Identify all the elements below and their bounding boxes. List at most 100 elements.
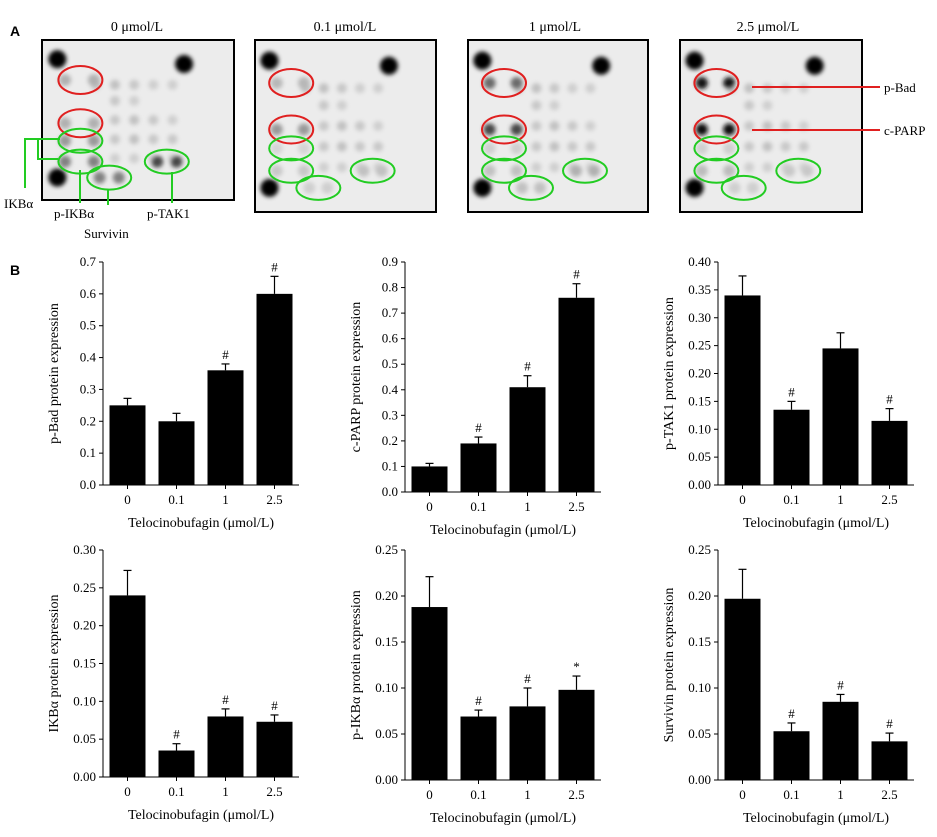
blot-spot	[728, 181, 741, 194]
blot-spot	[473, 178, 492, 197]
blot-spot	[483, 123, 496, 136]
downregulated-marker-ellipse	[57, 127, 104, 154]
y-tick-label: 0.15	[688, 634, 711, 649]
blot-spot	[531, 83, 542, 94]
x-tick-label: 1	[524, 787, 531, 802]
blot-spot	[798, 121, 809, 131]
blot-spot	[516, 181, 528, 194]
blot-spot	[549, 121, 560, 131]
significance-mark: #	[886, 392, 893, 407]
y-tick-label: 0.05	[73, 731, 96, 746]
blot-spot	[762, 83, 773, 94]
x-tick-label: 0	[739, 787, 746, 802]
blot-spot	[321, 181, 334, 194]
label-p-tak1: p-TAK1	[147, 206, 190, 221]
blot-spot	[762, 162, 773, 173]
y-tick-label: 0.2	[80, 413, 96, 428]
blot-spot	[585, 121, 596, 131]
bar-charts: 0.0 0.1 0.2 0.3 0.4 0.5 0.6 0.7 0 0.1 #1 #2.5 Teloci…	[47, 254, 914, 826]
blot-spot	[129, 95, 140, 106]
blot-spot	[531, 121, 542, 131]
blot-spot	[109, 134, 120, 145]
blot-spot	[685, 178, 704, 197]
blot-spot	[148, 115, 159, 125]
y-tick-label: 0.1	[382, 458, 398, 473]
y-tick-label: 0.00	[688, 477, 711, 492]
downregulated-marker-ellipse	[349, 157, 396, 184]
blot-title-0: 0 μmol/L	[111, 20, 163, 35]
blot-spot	[336, 141, 347, 152]
y-tick-label: 0.10	[688, 421, 711, 436]
blot-spot	[297, 142, 310, 155]
bar-0	[411, 466, 448, 492]
y-tick-label: 0.30	[73, 542, 96, 557]
significance-mark: #	[788, 706, 795, 721]
label-survivin: Survivin	[84, 226, 129, 241]
y-tick-label: 0.15	[375, 634, 398, 649]
significance-mark: #	[222, 692, 229, 707]
blot-spot	[48, 50, 67, 69]
significance-mark: #	[173, 727, 180, 742]
blot-spot	[801, 164, 814, 177]
bar-1	[509, 387, 546, 492]
blot-spot	[798, 83, 809, 94]
downregulated-marker-ellipse	[481, 135, 527, 162]
blot-spot	[510, 142, 523, 155]
y-tick-label: 0.4	[80, 350, 97, 365]
blot-spot	[109, 115, 120, 125]
y-axis-label: c-PARP protein expression	[349, 302, 364, 453]
blot-spot	[303, 181, 316, 194]
label-c-parp: c-PARP	[884, 123, 925, 138]
blot-spot	[783, 164, 796, 177]
blot-spot	[148, 79, 159, 90]
y-axis-label: p-IKBα protein expression	[349, 590, 364, 740]
blot-spot	[260, 178, 279, 197]
blot-spot	[588, 164, 600, 177]
blot-spot	[151, 155, 164, 168]
callout-lines-left	[24, 138, 173, 205]
chart-4: 0.00 0.05 0.10 0.15 0.20 0.25 0 #0.1 #1 * 2.5 Teloc…	[349, 542, 601, 826]
blot-title-2.5: 2.5 μmol/L	[737, 20, 800, 35]
x-tick-label: 0.1	[783, 492, 799, 507]
blot-spot	[112, 171, 125, 184]
blot-spot	[167, 134, 178, 145]
blot-spot	[723, 77, 736, 89]
y-tick-label: 0.30	[688, 310, 711, 325]
blot-spot	[695, 142, 708, 155]
y-tick-label: 0.7	[80, 254, 97, 269]
blot-spot	[549, 83, 560, 94]
y-tick-label: 0.10	[688, 680, 711, 695]
x-tick-label: 1	[222, 784, 229, 799]
blot-spot	[87, 117, 100, 130]
blot-spot	[87, 155, 100, 168]
bar-1	[822, 348, 859, 485]
blot-spot	[297, 77, 310, 89]
x-tick-label: 1	[524, 499, 531, 514]
y-tick-label: 0.7	[382, 305, 399, 320]
bar-2.5	[871, 741, 908, 780]
bar-1	[822, 701, 859, 780]
significance-mark: #	[222, 347, 229, 362]
blot-spot	[567, 141, 578, 152]
blot-spot	[592, 56, 611, 75]
downregulated-marker-ellipse	[775, 157, 822, 184]
y-tick-label: 0.25	[688, 542, 711, 557]
blot-membrane-3	[679, 39, 863, 213]
blot-spot	[570, 164, 582, 177]
blot-spot	[483, 142, 496, 155]
blot-images	[41, 39, 863, 213]
blot-spot	[744, 162, 755, 173]
blot-spot	[744, 121, 755, 131]
y-tick-label: 0.6	[80, 286, 97, 301]
blot-spot	[534, 181, 546, 194]
chart-0: 0.0 0.1 0.2 0.3 0.4 0.5 0.6 0.7 0 0.1 #1 #2.5 Teloci…	[47, 254, 299, 531]
blot-spot	[567, 83, 578, 94]
blot-spot	[805, 56, 824, 75]
blot-spot	[260, 51, 279, 70]
blot-membrane-1	[254, 39, 437, 213]
downregulated-marker-ellipse	[86, 164, 133, 191]
downregulated-marker-ellipse	[693, 157, 740, 184]
x-tick-label: 0	[739, 492, 746, 507]
x-axis-label: Telocinobufagin (μmol/L)	[430, 811, 576, 826]
